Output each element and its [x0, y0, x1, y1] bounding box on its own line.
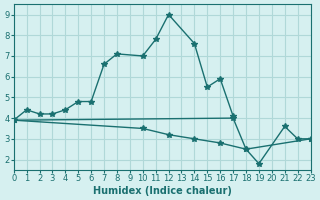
X-axis label: Humidex (Indice chaleur): Humidex (Indice chaleur) — [93, 186, 232, 196]
